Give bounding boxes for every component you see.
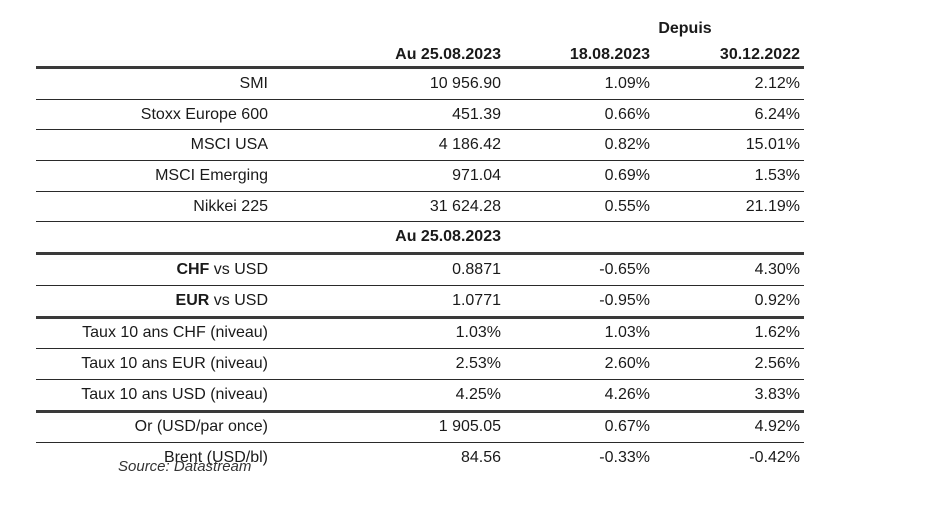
row-since-week: 0.67% <box>604 418 650 436</box>
row-value: 1 905.05 <box>438 418 501 436</box>
row-since-ytd: 2.12% <box>754 74 800 92</box>
row-since-ytd: 3.83% <box>754 385 800 403</box>
row-label: Taux 10 ans EUR (niveau) <box>81 355 268 373</box>
row-label: Taux 10 ans CHF (niveau) <box>82 324 268 342</box>
header-col1: Au 25.08.2023 <box>395 46 501 63</box>
row-since-ytd: 1.53% <box>754 166 800 184</box>
table-row: SMI 10 956.90 1.09% 2.12% <box>36 69 804 100</box>
row-since-week: -0.65% <box>599 260 650 278</box>
row-label: Taux 10 ans USD (niveau) <box>81 385 268 403</box>
row-value: 1.0771 <box>452 291 501 309</box>
table-row: Brent (USD/bl) 84.56 -0.33% -0.42% <box>36 443 804 473</box>
table-row: Taux 10 ans USD (niveau) 4.25% 4.26% 3.8… <box>36 380 804 413</box>
table-row: CHF vs USD 0.8871 -0.65% 4.30% <box>36 255 804 286</box>
subheader-row: Au 25.08.2023 <box>36 222 804 256</box>
row-since-week: 0.55% <box>604 197 650 215</box>
source-note: Source: Datastream <box>118 458 252 475</box>
table-row: Stoxx Europe 600 451.39 0.66% 6.24% <box>36 100 804 131</box>
header-col3: 30.12.2022 <box>719 46 800 63</box>
column-header-row: Au 25.08.2023 18.08.2023 30.12.2022 <box>36 44 804 69</box>
row-since-week: 1.03% <box>604 324 650 342</box>
row-label: MSCI Emerging <box>155 166 268 184</box>
row-value: 4.25% <box>455 385 501 403</box>
row-value: 0.8871 <box>452 260 501 278</box>
row-label: MSCI USA <box>190 136 268 154</box>
row-since-ytd: -0.42% <box>749 449 800 467</box>
row-value: 31 624.28 <box>429 197 501 215</box>
currency-code: EUR <box>175 291 210 309</box>
table-row: EUR vs USD 1.0771 -0.95% 0.92% <box>36 286 804 319</box>
row-since-ytd: 0.92% <box>754 291 800 309</box>
row-since-week: 4.26% <box>604 385 650 403</box>
row-since-week: 0.82% <box>604 136 650 154</box>
currency-suffix: vs USD <box>209 260 268 278</box>
row-value: 971.04 <box>452 166 501 184</box>
row-label: CHF vs USD <box>36 261 268 279</box>
row-label: EUR vs USD <box>36 292 268 310</box>
row-label: SMI <box>239 74 268 92</box>
currency-suffix: vs USD <box>209 291 268 309</box>
row-value: 84.56 <box>460 449 501 467</box>
table-row: Taux 10 ans EUR (niveau) 2.53% 2.60% 2.5… <box>36 349 804 380</box>
row-since-ytd: 1.62% <box>754 324 800 342</box>
row-since-week: -0.33% <box>599 449 650 467</box>
row-since-week: 1.09% <box>604 74 650 92</box>
row-since-ytd: 4.92% <box>754 418 800 436</box>
row-value: 451.39 <box>452 105 501 123</box>
table-row: MSCI Emerging 971.04 0.69% 1.53% <box>36 161 804 192</box>
row-label: Nikkei 225 <box>193 197 268 215</box>
table-row: MSCI USA 4 186.42 0.82% 15.01% <box>36 130 804 162</box>
row-since-ytd: 2.56% <box>754 355 800 373</box>
subheader-label: Au 25.08.2023 <box>395 228 501 246</box>
table-row: Or (USD/par once) 1 905.05 0.67% 4.92% <box>36 413 804 444</box>
row-value: 1.03% <box>455 324 501 342</box>
row-label: Brent (USD/bl) <box>163 449 268 467</box>
row-since-week: 2.60% <box>604 355 650 373</box>
row-value: 2.53% <box>455 355 501 373</box>
row-since-ytd: 15.01% <box>745 136 800 154</box>
row-since-ytd: 6.24% <box>754 105 800 123</box>
row-label: Or (USD/par once) <box>134 418 268 436</box>
header-group-row: Depuis <box>36 18 804 44</box>
row-since-ytd: 21.19% <box>745 197 800 215</box>
row-since-week: -0.95% <box>599 291 650 309</box>
row-value: 10 956.90 <box>429 74 501 92</box>
header-col2: 18.08.2023 <box>569 46 650 63</box>
table-row: Nikkei 225 31 624.28 0.55% 21.19% <box>36 192 804 223</box>
row-label: Stoxx Europe 600 <box>140 105 268 123</box>
row-value: 4 186.42 <box>438 136 501 154</box>
row-since-week: 0.69% <box>604 166 650 184</box>
market-table: Depuis Au 25.08.2023 18.08.2023 30.12.20… <box>36 18 804 473</box>
header-depuis: Depuis <box>658 20 712 37</box>
table-row: Taux 10 ans CHF (niveau) 1.03% 1.03% 1.6… <box>36 319 804 350</box>
row-since-week: 0.66% <box>604 105 650 123</box>
row-since-ytd: 4.30% <box>754 260 800 278</box>
currency-code: CHF <box>176 260 210 278</box>
